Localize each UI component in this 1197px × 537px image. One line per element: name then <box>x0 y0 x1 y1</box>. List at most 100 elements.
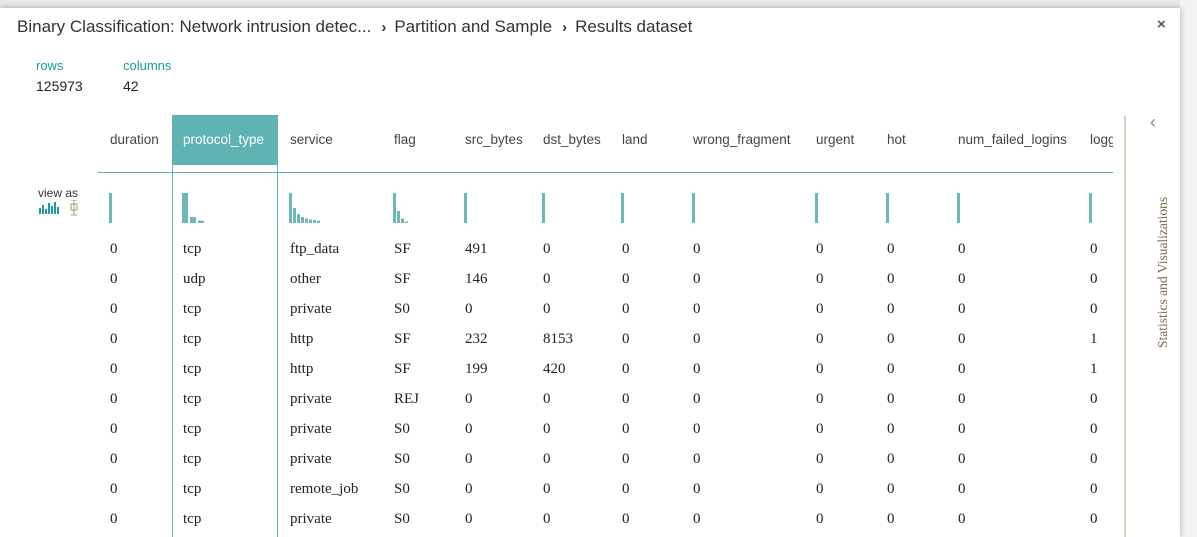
table-cell: 232 <box>465 331 488 347</box>
table-cell: 8153 <box>543 331 573 347</box>
histogram-bar <box>692 193 695 223</box>
table-cell: 0 <box>110 331 118 347</box>
column-header[interactable]: logged_in <box>1090 132 1113 147</box>
column-header[interactable]: src_bytes <box>465 132 523 147</box>
table-cell: 0 <box>958 391 966 407</box>
table-cell: 0 <box>465 301 473 317</box>
table-cell: 0 <box>693 391 701 407</box>
table-cell: tcp <box>183 451 202 467</box>
table-cell: tcp <box>183 391 202 407</box>
table-cell: 0 <box>887 511 895 527</box>
table-cell: 0 <box>465 511 473 527</box>
table-cell: 0 <box>816 361 824 377</box>
collapse-toggle[interactable]: ‹ <box>1150 112 1156 132</box>
column-header[interactable]: protocol_type <box>183 132 265 147</box>
histogram-bar <box>190 217 196 223</box>
table-cell: 0 <box>693 451 701 467</box>
table-cell: 0 <box>958 361 966 377</box>
histogram-bar <box>886 193 889 223</box>
histogram-bar <box>957 193 960 223</box>
table-cell: http <box>290 361 314 377</box>
table-cell: 0 <box>816 331 824 347</box>
table-cell: 0 <box>543 451 551 467</box>
table-cell: SF <box>394 331 411 347</box>
columns-value: 42 <box>123 78 139 94</box>
histogram-bar <box>293 208 296 223</box>
histogram-bar <box>397 211 400 223</box>
column-header[interactable]: dst_bytes <box>543 132 601 147</box>
table-cell: 0 <box>958 331 966 347</box>
table-cell: tcp <box>183 421 202 437</box>
table-cell: 0 <box>1090 241 1098 257</box>
table-cell: 0 <box>693 511 701 527</box>
column-header[interactable]: service <box>290 132 333 147</box>
column-header[interactable]: duration <box>110 132 159 147</box>
table-cell: 1 <box>1090 331 1098 347</box>
histogram-bar <box>317 220 320 223</box>
column-histogram <box>957 193 960 223</box>
table-cell: tcp <box>183 241 202 257</box>
breadcrumb-item: Results dataset <box>575 17 693 36</box>
table-cell: private <box>290 511 332 527</box>
column-header[interactable]: wrong_fragment <box>693 132 791 147</box>
table-cell: private <box>290 451 332 467</box>
table-cell: tcp <box>183 511 202 527</box>
table-cell: 0 <box>622 511 630 527</box>
view-toggle <box>39 200 78 216</box>
table-cell: 0 <box>1090 301 1098 317</box>
column-histogram <box>621 193 624 223</box>
table-cell: 0 <box>816 421 824 437</box>
column-header[interactable]: land <box>622 132 648 147</box>
table-cell: 0 <box>816 301 824 317</box>
table-cell: 0 <box>110 511 118 527</box>
table-cell: 0 <box>887 481 895 497</box>
table-cell: SF <box>394 361 411 377</box>
separator: › <box>562 19 568 36</box>
table-cell: 0 <box>110 361 118 377</box>
histogram-bar <box>815 193 818 223</box>
table-cell: 0 <box>110 391 118 407</box>
table-cell: 0 <box>958 511 966 527</box>
table-cell: 0 <box>816 451 824 467</box>
histogram-bar <box>1089 193 1092 223</box>
breadcrumb-item[interactable]: Partition and Sample <box>394 17 553 36</box>
selected-header <box>172 115 278 165</box>
column-header[interactable]: flag <box>394 132 416 147</box>
view-as-label: view as <box>38 186 79 200</box>
side-panel-title[interactable]: Statistics and Visualizations <box>1155 196 1170 348</box>
columns-label: columns <box>123 58 172 73</box>
table-cell: 420 <box>543 361 566 377</box>
table-cell: 0 <box>887 391 895 407</box>
table-cell: private <box>290 301 332 317</box>
table-cell: 0 <box>622 271 630 287</box>
column-histogram <box>289 193 320 223</box>
close-button[interactable]: × <box>1157 16 1166 33</box>
histogram-bar <box>393 193 396 223</box>
histogram-bar <box>542 193 545 223</box>
table-cell: REJ <box>394 391 420 407</box>
table-cell: 146 <box>465 271 488 287</box>
table-cell: 0 <box>958 241 966 257</box>
histogram-bar <box>401 218 404 223</box>
dataset-dialog: Binary Classification: Network intrusion… <box>0 8 1180 537</box>
table-cell: 0 <box>887 301 895 317</box>
table-cell: 0 <box>543 271 551 287</box>
table-cell: 0 <box>958 481 966 497</box>
background-app <box>1180 0 1197 537</box>
breadcrumb-item[interactable]: Binary Classification: Network intrusion… <box>17 17 372 36</box>
table-cell: 0 <box>622 481 630 497</box>
table-cell: 0 <box>887 271 895 287</box>
column-header[interactable]: hot <box>887 132 906 147</box>
table-cell: udp <box>183 271 206 287</box>
table-cell: 0 <box>693 241 701 257</box>
table-cell: S0 <box>394 421 410 437</box>
table-cell: 0 <box>693 481 701 497</box>
column-header[interactable]: urgent <box>816 132 855 147</box>
histogram-view-icon[interactable] <box>39 202 59 214</box>
data-grid: duration protocol_type service flag src_byte… <box>98 115 1113 537</box>
table-cell: 491 <box>465 241 488 257</box>
column-header[interactable]: num_failed_logins <box>958 132 1067 147</box>
table-cell: 0 <box>693 301 701 317</box>
boxplot-view-icon[interactable] <box>70 200 78 216</box>
